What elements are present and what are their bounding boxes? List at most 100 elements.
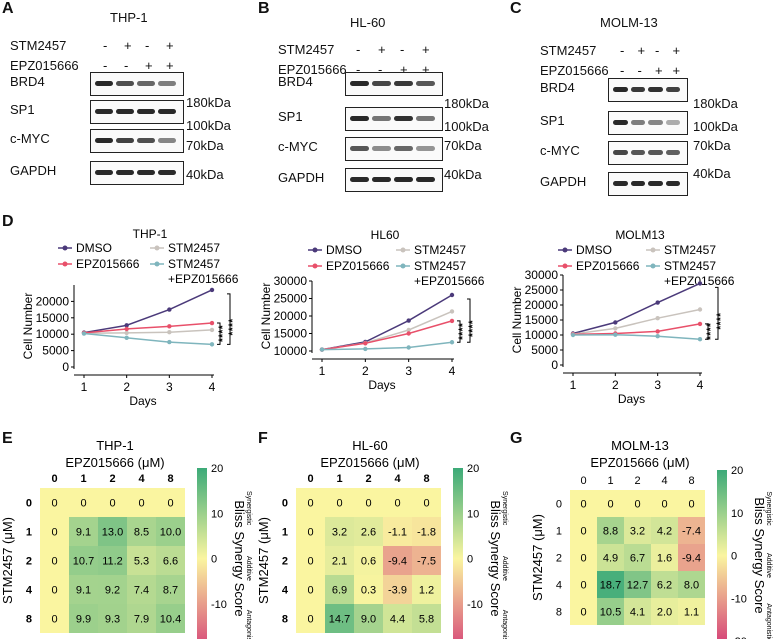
blot-membrane bbox=[345, 107, 443, 131]
heatmap-cell bbox=[570, 517, 597, 544]
heatmap-cell-value: 8.7 bbox=[163, 585, 178, 597]
heatmap-cell bbox=[325, 604, 354, 633]
colorbar-tick-label: 10 bbox=[211, 508, 223, 520]
series-line-stm2457 bbox=[83, 329, 213, 334]
x-tick-label: 1 bbox=[319, 364, 326, 378]
y-tick-label: 25000 bbox=[525, 283, 559, 297]
heatmap-cell-value: 10.7 bbox=[73, 556, 94, 568]
heatmap-cell bbox=[651, 571, 678, 598]
treatment-sign: + bbox=[166, 58, 174, 73]
heatmap-col-label: 4 bbox=[661, 475, 667, 487]
x-tick-label: 4 bbox=[697, 378, 704, 392]
legend-label: STM2457 bbox=[664, 243, 716, 257]
synergy-heatmap-row: THP-1 EPZ015666 (μM) 0 1 2 4 8 0 1 2 4 8 STM2457 (μM… bbox=[0, 438, 772, 639]
heatmap-cell bbox=[296, 575, 325, 604]
treatment-sign: - bbox=[356, 62, 361, 77]
legend-marker bbox=[312, 247, 318, 253]
significance-bracket bbox=[467, 298, 471, 343]
heatmap-row-label: 4 bbox=[282, 585, 289, 597]
protein-band bbox=[137, 170, 155, 175]
heatmap-cell-value: -3.9 bbox=[388, 585, 407, 597]
heatmap-cell bbox=[127, 546, 156, 575]
y-tick-label: 30000 bbox=[274, 274, 308, 288]
colorbar bbox=[717, 470, 727, 639]
heatmap-cell-value: 4.9 bbox=[603, 553, 618, 565]
molecular-weight-label: 180kDa bbox=[693, 96, 738, 111]
heatmap-cell-value: 0.6 bbox=[361, 556, 376, 568]
x-tick-label: 1 bbox=[81, 380, 88, 394]
panel-label-c: C bbox=[510, 0, 522, 17]
heatmap-cell-value: 0 bbox=[423, 498, 429, 510]
protein-band bbox=[137, 81, 155, 86]
x-axis-label: Days bbox=[129, 394, 156, 408]
blot-membrane bbox=[345, 137, 443, 161]
heatmap-cell bbox=[412, 575, 441, 604]
heatmap-cell-value: 0 bbox=[634, 499, 640, 511]
y-axis-label: Cell Number bbox=[21, 293, 35, 360]
heatmap-cell-value: -7.4 bbox=[682, 526, 701, 538]
heatmap-cell bbox=[69, 604, 98, 633]
heatmap-cell bbox=[624, 571, 651, 598]
heatmap-row-label: 2 bbox=[282, 556, 288, 568]
protein-band bbox=[158, 81, 176, 86]
treatment-sign: + bbox=[672, 43, 681, 58]
heatmap-cell-value: 10.4 bbox=[160, 614, 181, 626]
growth-chart-title: THP-1 bbox=[133, 227, 168, 241]
heatmap-cell bbox=[296, 517, 325, 546]
heatmap-cell-value: 0 bbox=[51, 498, 57, 510]
treatment-sign: - bbox=[378, 62, 383, 77]
data-point bbox=[697, 337, 703, 342]
heatmap-cell-value: 14.7 bbox=[329, 614, 350, 626]
heatmap-col-label: 4 bbox=[138, 473, 145, 485]
heatmap-col-label: 2 bbox=[109, 473, 115, 485]
data-point bbox=[697, 321, 703, 327]
heatmap-cell bbox=[354, 575, 383, 604]
heatmap-cell-value: 6.6 bbox=[163, 556, 178, 568]
colorbar-tick-label: 10 bbox=[731, 508, 743, 520]
protein-band bbox=[630, 120, 645, 125]
heatmap-cell bbox=[40, 546, 69, 575]
blot-membrane bbox=[608, 172, 688, 196]
protein-band bbox=[116, 109, 134, 114]
data-point bbox=[406, 345, 411, 350]
heatmap-title: HL-60 bbox=[352, 438, 387, 453]
heatmap-row-label: 2 bbox=[556, 553, 562, 565]
heatmap-cell-value: 10.5 bbox=[600, 607, 621, 619]
treatment-sign: - bbox=[103, 58, 108, 73]
heatmap-cell bbox=[296, 604, 325, 633]
blot-membrane bbox=[90, 100, 184, 124]
heatmap-cell bbox=[127, 488, 156, 517]
heatmap-row-label: 0 bbox=[282, 498, 288, 510]
heatmap-cell bbox=[98, 517, 127, 546]
legend-label: STM2457 bbox=[414, 243, 466, 257]
heatmap-cell bbox=[40, 575, 69, 604]
heatmap-cell-value: 0 bbox=[688, 499, 694, 511]
treatment-sign: - bbox=[620, 63, 625, 78]
treatment-sign: - bbox=[145, 38, 150, 53]
heatmap-cell-value: 0 bbox=[167, 498, 173, 510]
heatmap-col-label: 0 bbox=[307, 473, 313, 485]
series-line-epz015666 bbox=[321, 320, 453, 351]
heatmap-cell bbox=[325, 546, 354, 575]
protein-band bbox=[630, 87, 645, 92]
treatment-sign: + bbox=[145, 58, 153, 73]
heatmap-cell bbox=[98, 604, 127, 633]
legend-marker bbox=[562, 263, 568, 269]
heatmap-cell-value: 4.2 bbox=[657, 526, 672, 538]
heatmap-cell-value: 8.0 bbox=[684, 580, 699, 592]
heatmap-cell bbox=[98, 575, 127, 604]
blot-cell-line-title: THP-1 bbox=[110, 10, 148, 25]
heatmap-row-label: 4 bbox=[26, 585, 33, 597]
heatmap-cell-value: 0 bbox=[607, 499, 613, 511]
protein-band bbox=[394, 81, 413, 86]
protein-band bbox=[116, 81, 134, 86]
data-point bbox=[449, 292, 455, 298]
protein-band bbox=[372, 116, 391, 121]
treatment-sign: + bbox=[672, 63, 681, 78]
treatment-sign: - bbox=[124, 58, 129, 73]
significance-stars: **** bbox=[217, 324, 229, 342]
y-tick-label: 15000 bbox=[36, 311, 70, 325]
heatmap-row-label: 8 bbox=[282, 614, 288, 626]
heatmap-cell bbox=[354, 604, 383, 633]
heatmap-cell bbox=[624, 490, 651, 517]
